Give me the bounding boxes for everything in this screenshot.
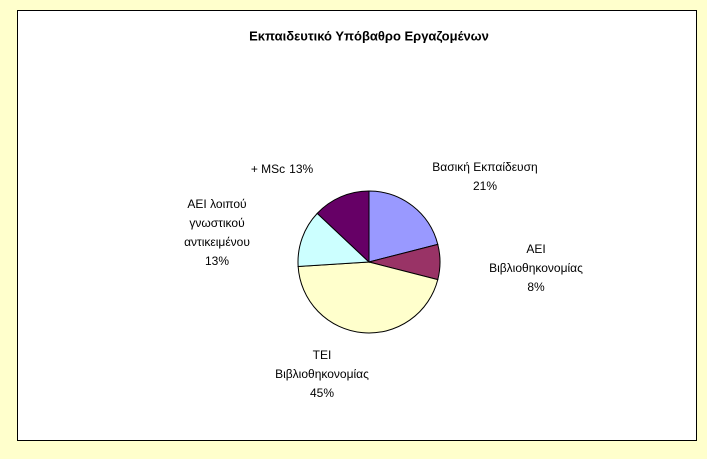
slice-label: ΑΕΙ λοιπού γνωστικού αντικειμένου 13% bbox=[184, 197, 250, 268]
chart-title: Εκπαιδευτικό Υπόβαθρο Εργαζομένων bbox=[249, 28, 489, 43]
slice-label: Βασική Εκπαίδευση 21% bbox=[432, 160, 537, 193]
label-line: ΑΕΙ λοιπού bbox=[187, 197, 246, 211]
pie-slice bbox=[297, 261, 439, 334]
label-line: Βασική Εκπαίδευση bbox=[432, 160, 537, 174]
slice-label: ΑΕΙ Βιβλιοθηκονομίας 8% bbox=[489, 242, 583, 294]
pie-slice bbox=[297, 212, 371, 267]
label-line: ΑΕΙ bbox=[526, 242, 545, 256]
value-label: 8% bbox=[527, 280, 545, 294]
value-label: 21% bbox=[473, 179, 497, 193]
pie-slice bbox=[316, 190, 370, 264]
slice-label: + MSc 13% bbox=[251, 162, 314, 176]
label-line: αντικειμένου bbox=[184, 235, 250, 249]
label-line: ΤΕΙ bbox=[313, 348, 332, 362]
value-label: 13% bbox=[205, 254, 229, 268]
value-label: 13% bbox=[289, 162, 313, 176]
label-line: Βιβλιοθηκονομίας bbox=[489, 261, 583, 275]
label-line: + MSc bbox=[251, 162, 285, 176]
label-line: γνωστικού bbox=[189, 216, 244, 230]
pie-slice bbox=[368, 190, 439, 263]
value-label: 45% bbox=[310, 386, 334, 400]
label-line: Βιβλιοθηκονομίας bbox=[275, 367, 369, 381]
slice-label: ΤΕΙ Βιβλιοθηκονομίας 45% bbox=[275, 348, 369, 400]
